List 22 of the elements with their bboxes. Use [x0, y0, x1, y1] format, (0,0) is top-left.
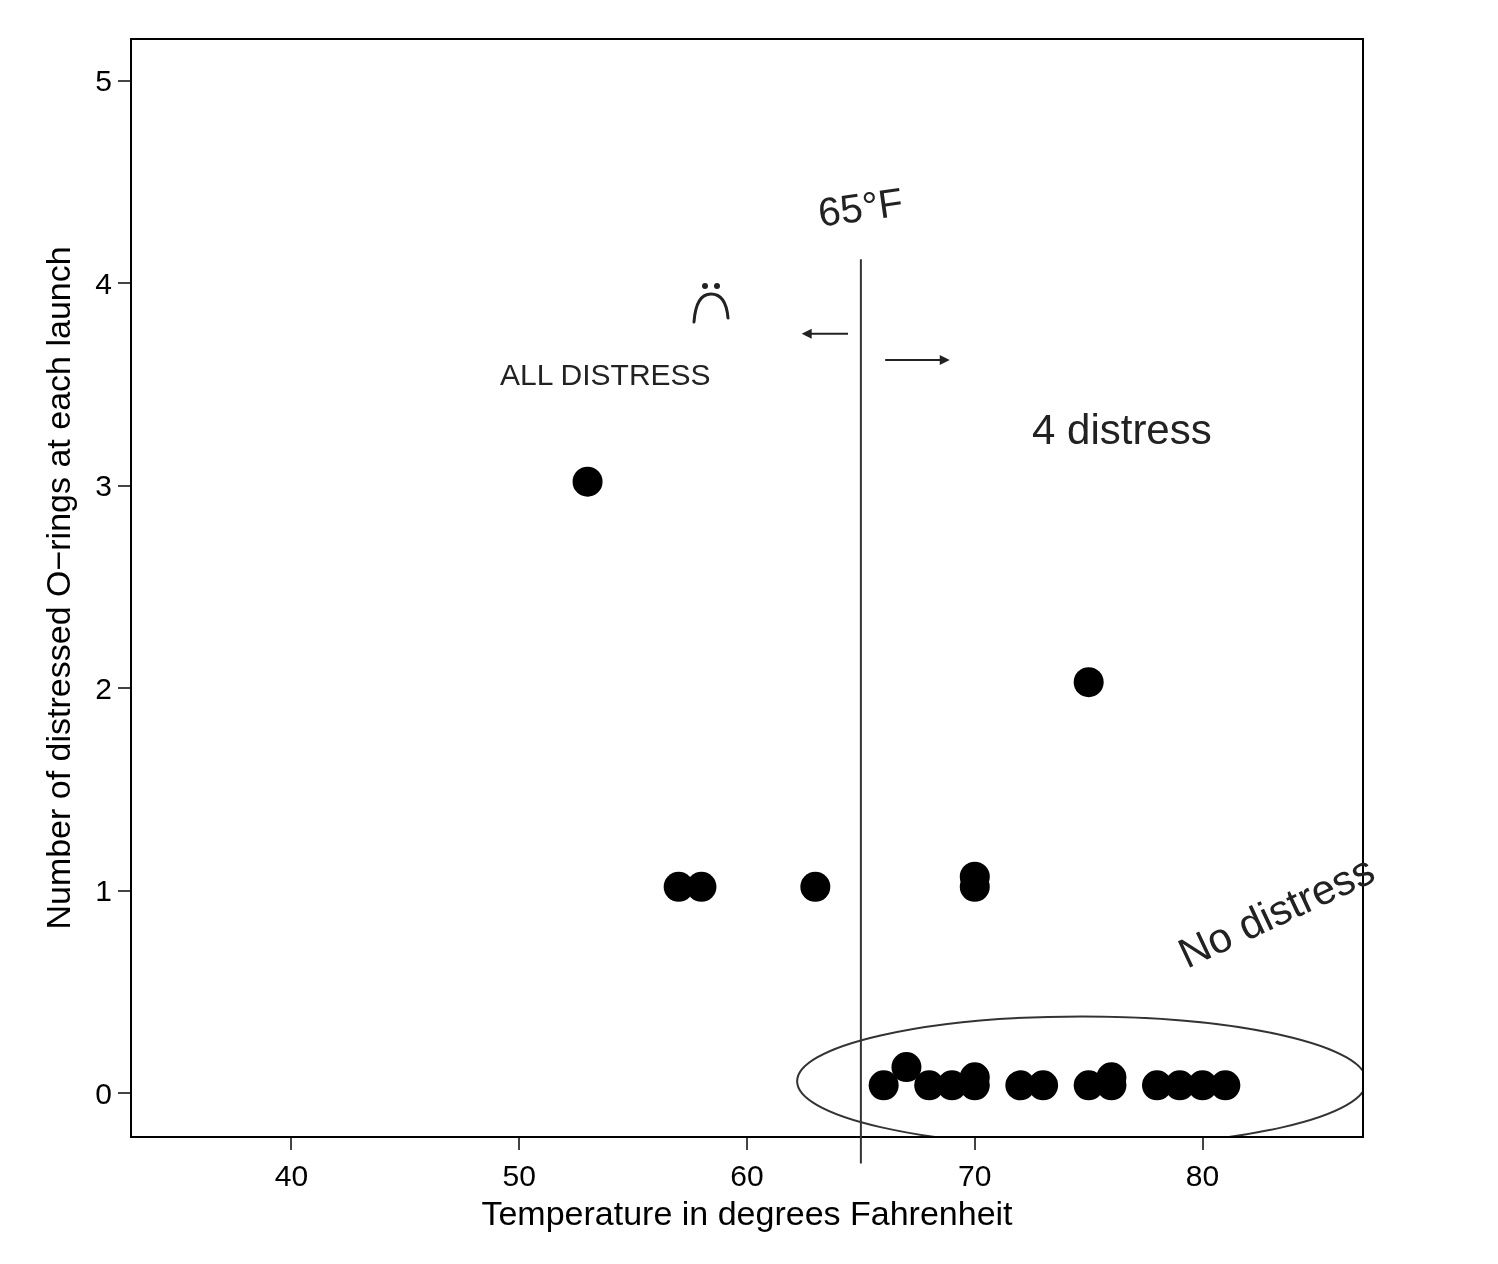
y-tick-label: 3: [95, 469, 112, 503]
point: [800, 871, 831, 902]
point: [572, 466, 603, 497]
x-tick-label: 50: [502, 1159, 536, 1192]
point: [891, 1052, 922, 1083]
y-axis-title: Number of distressed O−rings at each launch: [39, 246, 78, 930]
annotation: ALL DISTRESS: [500, 358, 711, 391]
x-tick-label: 80: [1185, 1159, 1220, 1192]
y-tick-label: 4: [95, 266, 112, 300]
x-tick-label: 40: [274, 1159, 309, 1192]
ref-line-label: 65°F: [815, 179, 906, 235]
y-tick-label: 5: [95, 64, 112, 98]
y-tick-label: 2: [95, 671, 112, 705]
point: [868, 1070, 899, 1101]
annotation: 4 distress: [1032, 406, 1212, 453]
x-tick-label: 70: [958, 1159, 992, 1192]
y-tick-label: 0: [95, 1076, 112, 1110]
point: [1073, 667, 1104, 698]
x-tick-label: 60: [730, 1159, 764, 1192]
x-axis-title: Temperature in degrees Fahrenheit: [481, 1193, 1014, 1232]
point: [1028, 1070, 1059, 1101]
y-tick-label: 1: [95, 874, 112, 908]
